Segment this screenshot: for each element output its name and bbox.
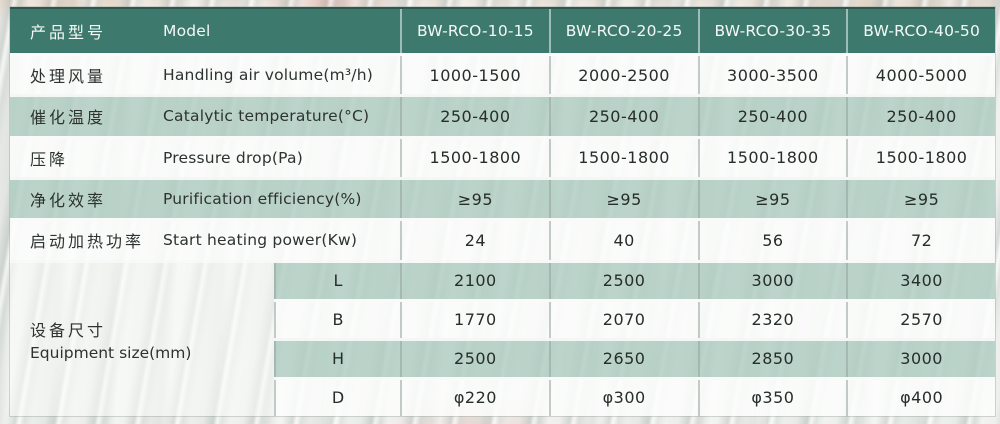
header-model-col-3: BW-RCO-30-35	[697, 9, 847, 53]
row-label-en: Purification efficiency(%)	[163, 190, 362, 209]
dim-label-cell: L	[274, 262, 400, 299]
value-cell: 56	[697, 221, 847, 260]
value-cell: 1500-1800	[697, 138, 847, 177]
value-cell: 4000-5000	[846, 56, 995, 95]
value-cell: φ300	[548, 379, 698, 416]
spec-row-purification-efficiency: 净化效率 Purification efficiency(%) ≥95 ≥95 …	[10, 176, 995, 219]
equipment-dim-row-D: D φ220 φ300 φ350 φ400	[274, 376, 995, 416]
row-label-en: Start heating power(Kw)	[163, 231, 358, 250]
value-cell: ≥95	[697, 179, 847, 219]
header-label-cn: 产品型号	[30, 23, 107, 42]
value-cell: φ400	[846, 379, 995, 416]
header-model-col-2: BW-RCO-20-25	[548, 9, 698, 53]
value-cell: 3000	[697, 262, 847, 299]
value-cell: 2070	[548, 301, 698, 338]
equipment-dim-row-B: B 1770 2070 2320 2570	[274, 298, 995, 338]
value-cell: 2570	[846, 301, 995, 338]
equipment-dim-row-H: H 2500 2650 2850 3000	[274, 337, 995, 377]
table-header-row: 产品型号 Model BW-RCO-10-15 BW-RCO-20-25 BW-…	[10, 7, 995, 53]
product-spec-table: 产品型号 Model BW-RCO-10-15 BW-RCO-20-25 BW-…	[10, 7, 995, 416]
value-cell: 2100	[400, 262, 549, 299]
value-cell: 1000-1500	[400, 56, 549, 95]
dim-label-cell: H	[274, 340, 400, 377]
spec-row-handling-air-volume: 处理风量 Handling air volume(m³/h) 1000-1500…	[10, 53, 995, 95]
spec-row-catalytic-temperature: 催化温度 Catalytic temperature(°C) 250-400 2…	[10, 94, 995, 136]
value-cell: ≥95	[400, 179, 549, 219]
value-cell: 250-400	[400, 97, 549, 136]
value-cell: 2850	[697, 340, 847, 377]
value-cell: 1500-1800	[846, 138, 995, 177]
equipment-size-label-en: Equipment size(mm)	[30, 343, 192, 362]
equipment-dim-row-L: L 2100 2500 3000 3400	[274, 262, 995, 299]
value-cell: 3000-3500	[697, 56, 847, 95]
value-cell: 2320	[697, 301, 847, 338]
spec-row-start-heating-power: 启动加热功率 Start heating power(Kw) 24 40 56 …	[10, 218, 995, 260]
row-label-cn: 压降	[30, 149, 69, 169]
header-model-col-4: BW-RCO-40-50	[846, 9, 995, 53]
value-cell: 2500	[400, 340, 549, 377]
value-cell: 24	[400, 221, 549, 260]
value-cell: 3000	[846, 340, 995, 377]
row-label-en: Handling air volume(m³/h)	[163, 66, 373, 85]
value-cell: 1500-1800	[548, 138, 698, 177]
value-cell: 40	[548, 221, 698, 260]
value-cell: ≥95	[548, 179, 698, 219]
value-cell: 2000-2500	[548, 56, 698, 95]
value-cell: ≥95	[846, 179, 995, 219]
value-cell: 1500-1800	[400, 138, 549, 177]
value-cell: 72	[846, 221, 995, 260]
value-cell: 250-400	[697, 97, 847, 136]
equipment-size-section: 设备尺寸 Equipment size(mm) L 2100 2500 3000…	[10, 259, 995, 416]
header-model-col-1: BW-RCO-10-15	[400, 9, 549, 53]
value-cell: 1770	[400, 301, 549, 338]
value-cell: 250-400	[548, 97, 698, 136]
row-label-cn: 催化温度	[30, 108, 107, 128]
dim-label-cell: D	[274, 379, 400, 416]
value-cell: 2500	[548, 262, 698, 299]
equipment-size-label: 设备尺寸 Equipment size(mm)	[10, 262, 274, 416]
value-cell: 250-400	[846, 97, 995, 136]
row-label-cn: 启动加热功率	[30, 232, 145, 252]
row-label-en: Pressure drop(Pa)	[163, 148, 303, 167]
value-cell: φ220	[400, 379, 549, 416]
equipment-size-label-cn: 设备尺寸	[30, 320, 107, 340]
header-label-en: Model	[163, 22, 211, 40]
row-label-cn: 处理风量	[30, 67, 107, 87]
value-cell: 2650	[548, 340, 698, 377]
row-label-cn: 净化效率	[30, 191, 107, 211]
value-cell: φ350	[697, 379, 847, 416]
row-label-en: Catalytic temperature(°C)	[163, 107, 370, 126]
spec-row-pressure-drop: 压降 Pressure drop(Pa) 1500-1800 1500-1800…	[10, 135, 995, 177]
equipment-dim-rows: L 2100 2500 3000 3400 B 1770 2070 2320 2…	[274, 262, 995, 416]
dim-label-cell: B	[274, 301, 400, 338]
value-cell: 3400	[846, 262, 995, 299]
